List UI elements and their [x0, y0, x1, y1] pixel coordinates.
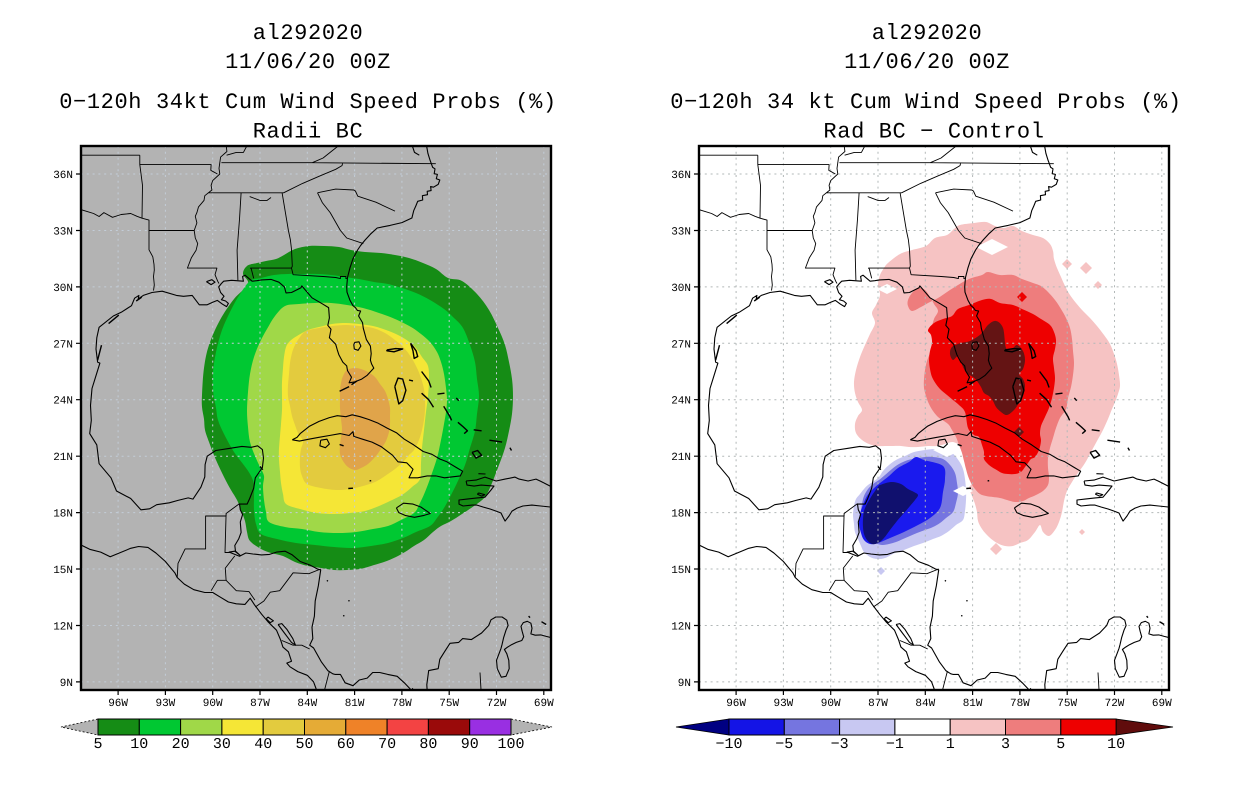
- svg-text:3: 3: [1001, 736, 1010, 753]
- svg-text:87W: 87W: [250, 698, 270, 710]
- svg-text:18N: 18N: [671, 509, 691, 521]
- svg-text:10: 10: [130, 736, 148, 753]
- svg-text:93W: 93W: [155, 698, 175, 710]
- svg-text:12N: 12N: [671, 622, 691, 634]
- svg-text:69W: 69W: [534, 698, 554, 710]
- svg-text:−3: −3: [831, 736, 849, 753]
- svg-text:9N: 9N: [678, 678, 691, 690]
- svg-text:21N: 21N: [671, 452, 691, 464]
- svg-text:0−120h 34kt Cum Wind Speed Pro: 0−120h 34kt Cum Wind Speed Probs (%): [59, 90, 557, 115]
- svg-text:21N: 21N: [53, 452, 73, 464]
- svg-text:15N: 15N: [671, 565, 691, 577]
- svg-text:70: 70: [378, 736, 396, 753]
- svg-text:36N: 36N: [53, 170, 73, 182]
- svg-text:90: 90: [461, 736, 479, 753]
- svg-text:24N: 24N: [53, 396, 73, 408]
- svg-text:90W: 90W: [821, 698, 841, 710]
- svg-text:84W: 84W: [297, 698, 317, 710]
- svg-text:100: 100: [497, 736, 524, 753]
- svg-text:96W: 96W: [726, 698, 746, 710]
- svg-text:Rad BC − Control: Rad BC − Control: [823, 120, 1044, 145]
- svg-text:50: 50: [295, 736, 313, 753]
- svg-text:72W: 72W: [1105, 698, 1125, 710]
- svg-text:−5: −5: [775, 736, 793, 753]
- svg-text:24N: 24N: [671, 396, 691, 408]
- svg-text:60: 60: [337, 736, 355, 753]
- svg-text:0−120h 34 kt Cum Wind Speed Pr: 0−120h 34 kt Cum Wind Speed Probs (%): [670, 90, 1181, 115]
- svg-text:81W: 81W: [345, 698, 365, 710]
- svg-text:90W: 90W: [203, 698, 223, 710]
- svg-text:93W: 93W: [773, 698, 793, 710]
- svg-text:40: 40: [254, 736, 272, 753]
- svg-text:33N: 33N: [671, 227, 691, 239]
- svg-text:96W: 96W: [108, 698, 128, 710]
- svg-text:75W: 75W: [439, 698, 459, 710]
- svg-text:Radii BC: Radii BC: [253, 120, 364, 145]
- svg-text:al292020: al292020: [253, 21, 364, 46]
- svg-text:33N: 33N: [53, 227, 73, 239]
- svg-text:30N: 30N: [53, 283, 73, 295]
- svg-text:80: 80: [419, 736, 437, 753]
- svg-text:10: 10: [1107, 736, 1125, 753]
- svg-text:−10: −10: [715, 736, 742, 753]
- svg-text:36N: 36N: [671, 170, 691, 182]
- svg-text:69W: 69W: [1152, 698, 1172, 710]
- svg-text:al292020: al292020: [872, 21, 983, 46]
- svg-text:30N: 30N: [671, 283, 691, 295]
- svg-text:87W: 87W: [868, 698, 888, 710]
- svg-text:5: 5: [93, 736, 102, 753]
- svg-text:9N: 9N: [60, 678, 73, 690]
- svg-text:78W: 78W: [392, 698, 412, 710]
- svg-text:30: 30: [213, 736, 231, 753]
- svg-text:−1: −1: [886, 736, 904, 753]
- svg-text:27N: 27N: [53, 339, 73, 351]
- svg-text:5: 5: [1056, 736, 1065, 753]
- svg-text:72W: 72W: [487, 698, 507, 710]
- svg-text:84W: 84W: [915, 698, 935, 710]
- svg-text:27N: 27N: [671, 339, 691, 351]
- svg-text:75W: 75W: [1057, 698, 1077, 710]
- svg-text:1: 1: [946, 736, 955, 753]
- svg-text:11/06/20 00Z: 11/06/20 00Z: [844, 50, 1010, 75]
- svg-text:12N: 12N: [53, 622, 73, 634]
- svg-text:18N: 18N: [53, 509, 73, 521]
- svg-text:11/06/20 00Z: 11/06/20 00Z: [225, 50, 391, 75]
- svg-text:20: 20: [172, 736, 190, 753]
- svg-text:81W: 81W: [963, 698, 983, 710]
- svg-text:15N: 15N: [53, 565, 73, 577]
- svg-text:78W: 78W: [1010, 698, 1030, 710]
